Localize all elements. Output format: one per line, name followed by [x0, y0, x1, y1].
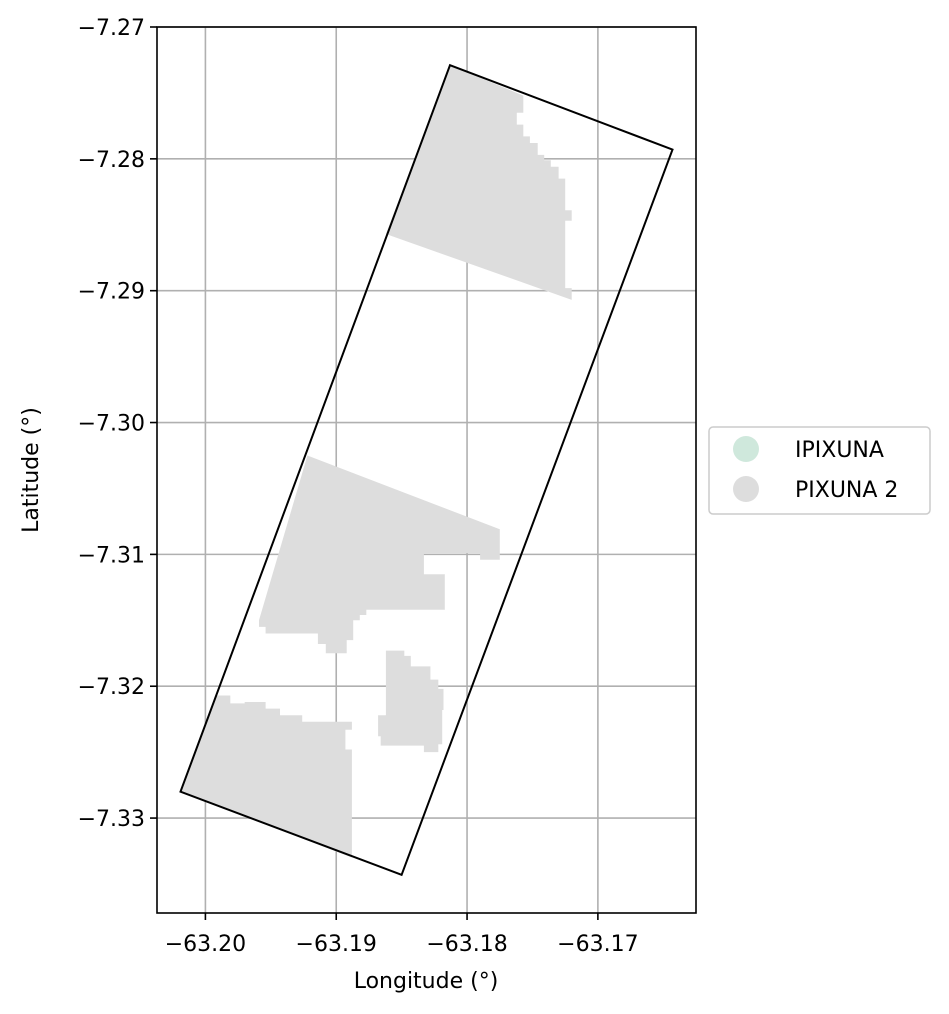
plot-frame — [156, 26, 697, 914]
footprint-polygon — [179, 63, 674, 877]
legend: IPIXUNA PIXUNA 2 — [708, 426, 931, 515]
legend-swatch-marker — [733, 436, 759, 462]
x-axis-ticks: −63.20 −63.19 −63.18 −63.17 — [165, 913, 639, 957]
region-pixuna-2 — [259, 455, 500, 654]
y-tick-label: −7.28 — [78, 148, 145, 173]
x-tick-label: −63.20 — [165, 932, 246, 957]
land-cover-regions — [180, 65, 572, 858]
legend-items: IPIXUNA PIXUNA 2 — [733, 436, 898, 503]
legend-entry-label: PIXUNA 2 — [795, 478, 898, 503]
y-tick-label: −7.32 — [78, 675, 145, 700]
x-tick-label: −63.19 — [296, 932, 377, 957]
x-tick-label: −63.17 — [557, 932, 638, 957]
y-tick-label: −7.30 — [78, 412, 145, 437]
y-tick-label: −7.29 — [78, 280, 145, 305]
y-axis-ticks: −7.27 −7.28 −7.29 −7.30 −7.31 −7.32 −7.33 — [78, 16, 157, 832]
footprint-outline — [179, 63, 674, 877]
legend-swatch-marker — [733, 476, 759, 502]
region-pixuna-2 — [180, 695, 352, 858]
y-tick-label: −7.33 — [78, 807, 145, 832]
y-axis-label: Latitude (°) — [19, 407, 44, 533]
y-tick-label: −7.27 — [78, 16, 145, 41]
legend-frame — [708, 426, 931, 515]
x-tick-label: −63.18 — [426, 932, 507, 957]
legend-entry-label: IPIXUNA — [795, 438, 884, 463]
x-axis-label: Longitude (°) — [354, 969, 499, 994]
region-pixuna-2 — [385, 65, 572, 300]
region-pixuna-2 — [378, 650, 444, 753]
y-tick-label: −7.31 — [78, 543, 145, 568]
